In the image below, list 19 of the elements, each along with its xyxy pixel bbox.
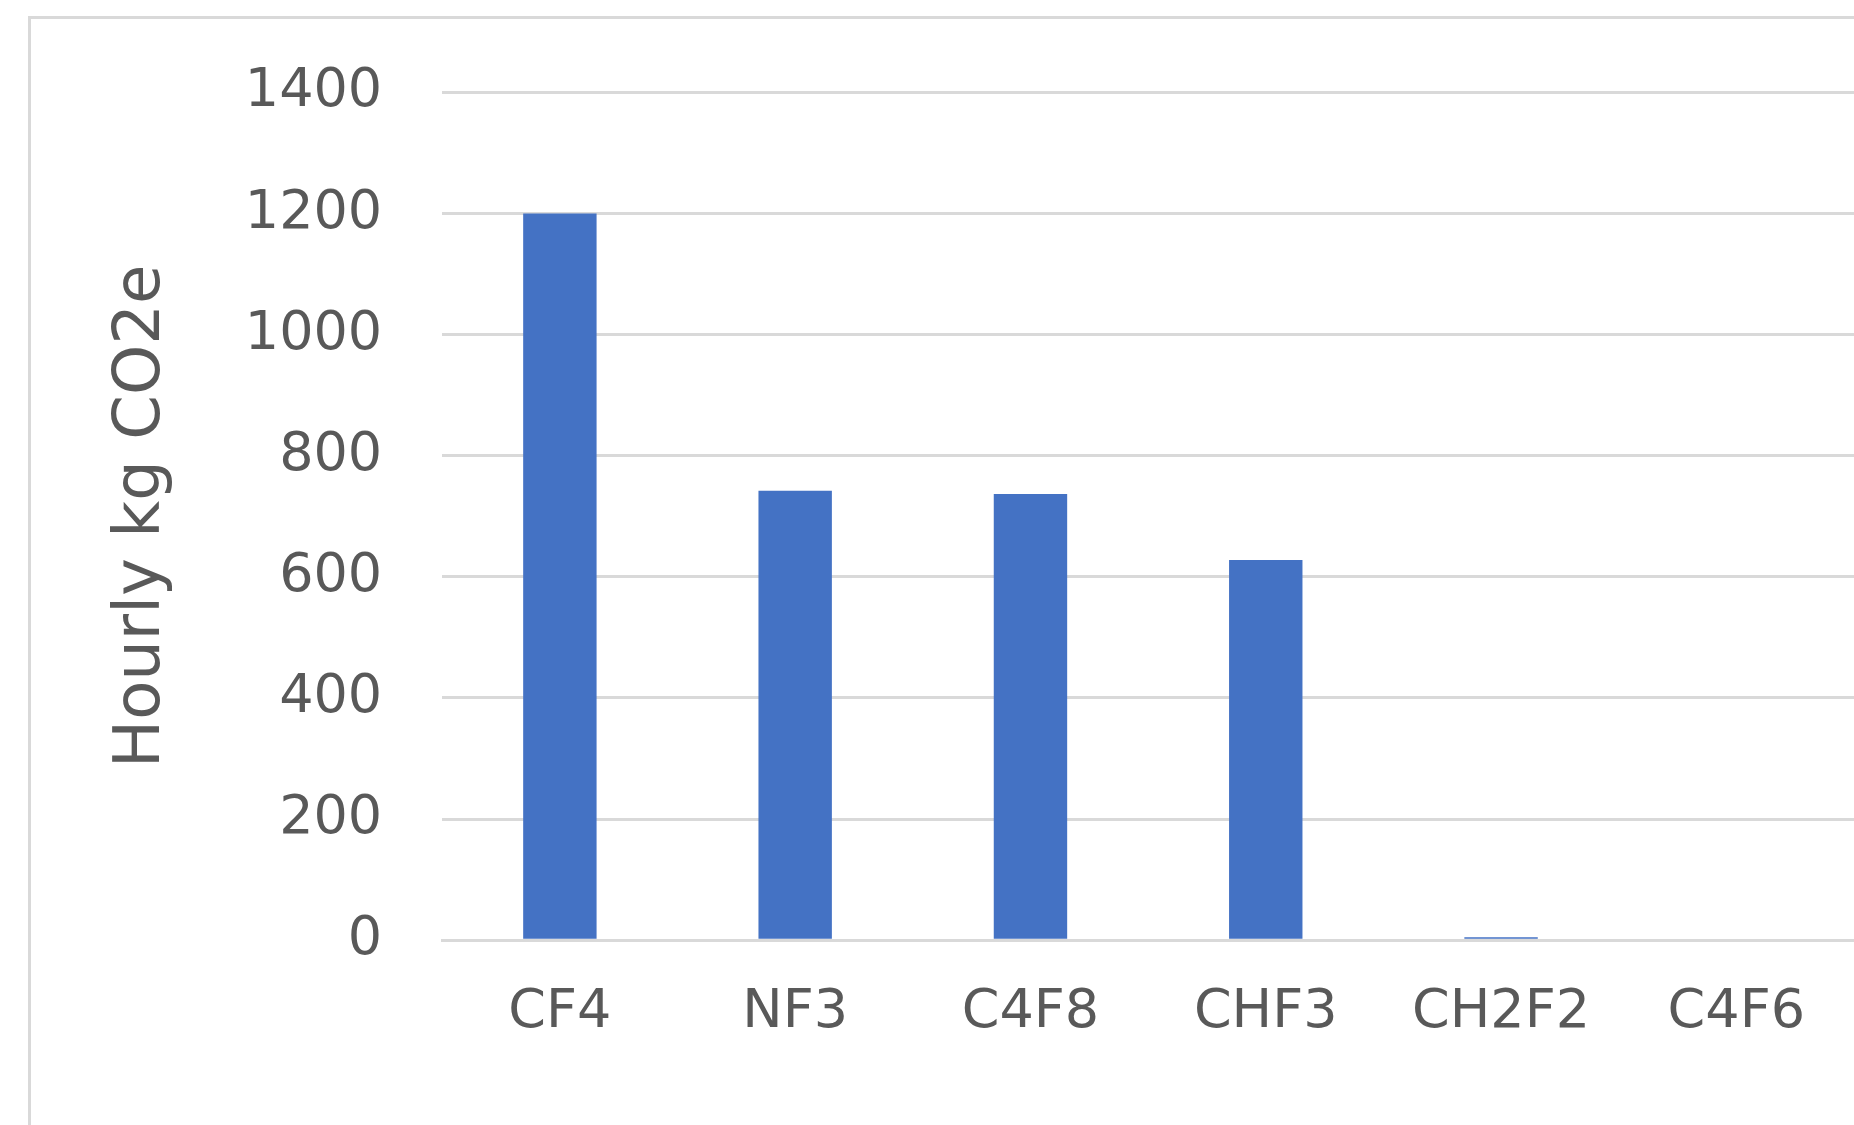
bar <box>993 493 1068 939</box>
x-tick-label: C4F8 <box>961 976 1100 1040</box>
y-tick-label: 0 <box>347 904 383 968</box>
bar <box>523 213 597 939</box>
y-tick-label: 600 <box>279 540 383 604</box>
x-tick-label: NF3 <box>742 976 849 1040</box>
y-tick-label: 1400 <box>244 56 383 120</box>
x-tick-label: CH2F2 <box>1412 976 1591 1040</box>
x-tick-label: CF4 <box>508 976 612 1040</box>
y-tick-label: 1000 <box>244 298 383 362</box>
y-tick-label: 200 <box>279 783 383 847</box>
x-tick-label: C4F6 <box>1667 976 1806 1040</box>
y-tick-label: 800 <box>279 419 383 483</box>
x-tick-label: CHF3 <box>1193 976 1338 1040</box>
bar <box>758 490 832 939</box>
y-axis-title: Hourly kg CO2e <box>100 264 175 768</box>
y-tick-label: 400 <box>279 662 383 725</box>
y-tick-label: 1200 <box>244 177 383 241</box>
bar <box>1229 559 1303 939</box>
